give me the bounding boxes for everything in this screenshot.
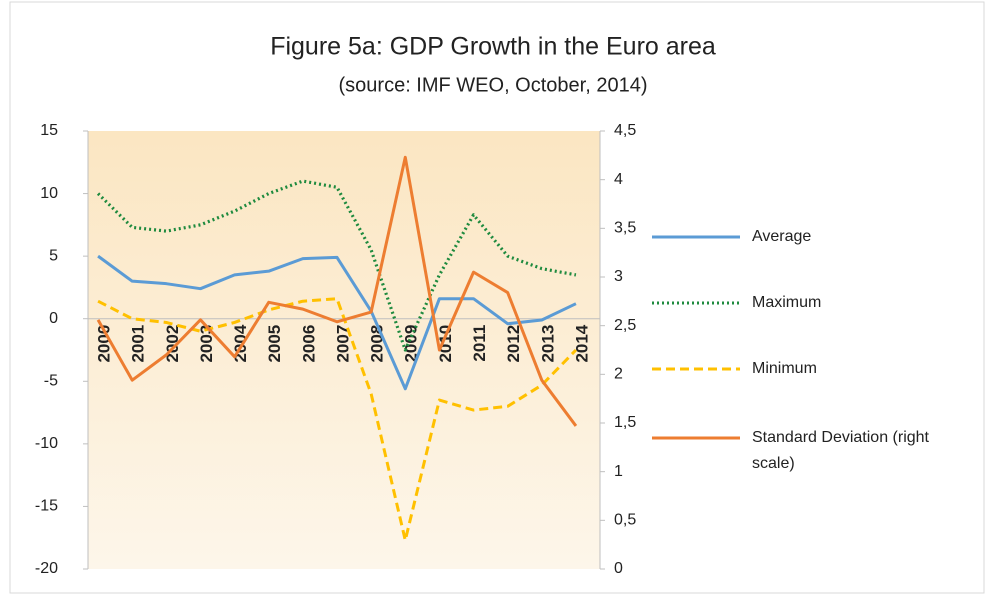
- y2-tick-label: 0: [614, 560, 623, 577]
- y-tick-label: 0: [49, 310, 58, 327]
- x-tick-label: 2009: [402, 325, 421, 363]
- x-tick-label: 2013: [538, 325, 557, 363]
- y2-tick-label: 0,5: [614, 512, 636, 529]
- x-tick-label: 2012: [504, 325, 523, 363]
- x-tick-label: 2014: [572, 324, 591, 362]
- y-tick-label: -5: [44, 373, 58, 390]
- y-tick-label: -10: [35, 435, 58, 452]
- x-tick-label: 2007: [333, 325, 352, 363]
- x-tick-label: 2000: [95, 325, 114, 363]
- x-tick-label: 2006: [299, 325, 318, 363]
- y-tick-label: -15: [35, 498, 58, 515]
- chart-title: Figure 5a: GDP Growth in the Euro area: [270, 33, 716, 61]
- y-tick-label: -20: [35, 560, 58, 577]
- y2-tick-label: 1: [614, 463, 623, 480]
- chart-subtitle: (source: IMF WEO, October, 2014): [339, 74, 648, 96]
- plot-area: [88, 131, 600, 569]
- y2-tick-label: 3,5: [614, 220, 636, 237]
- y-tick-label: 10: [40, 185, 58, 202]
- legend-label: Minimum: [752, 360, 817, 377]
- x-tick-label: 2005: [265, 325, 284, 363]
- x-tick-label: 2001: [129, 325, 148, 363]
- y2-tick-label: 2,5: [614, 317, 636, 334]
- x-tick-label: 2010: [436, 325, 455, 363]
- y2-tick-label: 4,5: [614, 122, 636, 139]
- y2-tick-label: 4: [614, 171, 623, 188]
- x-tick-label: 2003: [197, 325, 216, 363]
- series-line: [97, 297, 578, 542]
- series-line: [96, 155, 578, 427]
- series-line: [97, 254, 577, 391]
- legend-label: Standard Deviation (right scale): [752, 429, 930, 472]
- x-tick-label: 2011: [470, 325, 489, 362]
- y2-tick-label: 1,5: [614, 414, 636, 431]
- legend-label: Maximum: [752, 294, 821, 311]
- y-tick-label: 5: [49, 247, 58, 264]
- y2-tick-label: 3: [614, 268, 623, 285]
- legend-label: Average: [752, 228, 811, 245]
- y-tick-label: 15: [40, 122, 58, 139]
- y2-tick-label: 2: [614, 366, 623, 383]
